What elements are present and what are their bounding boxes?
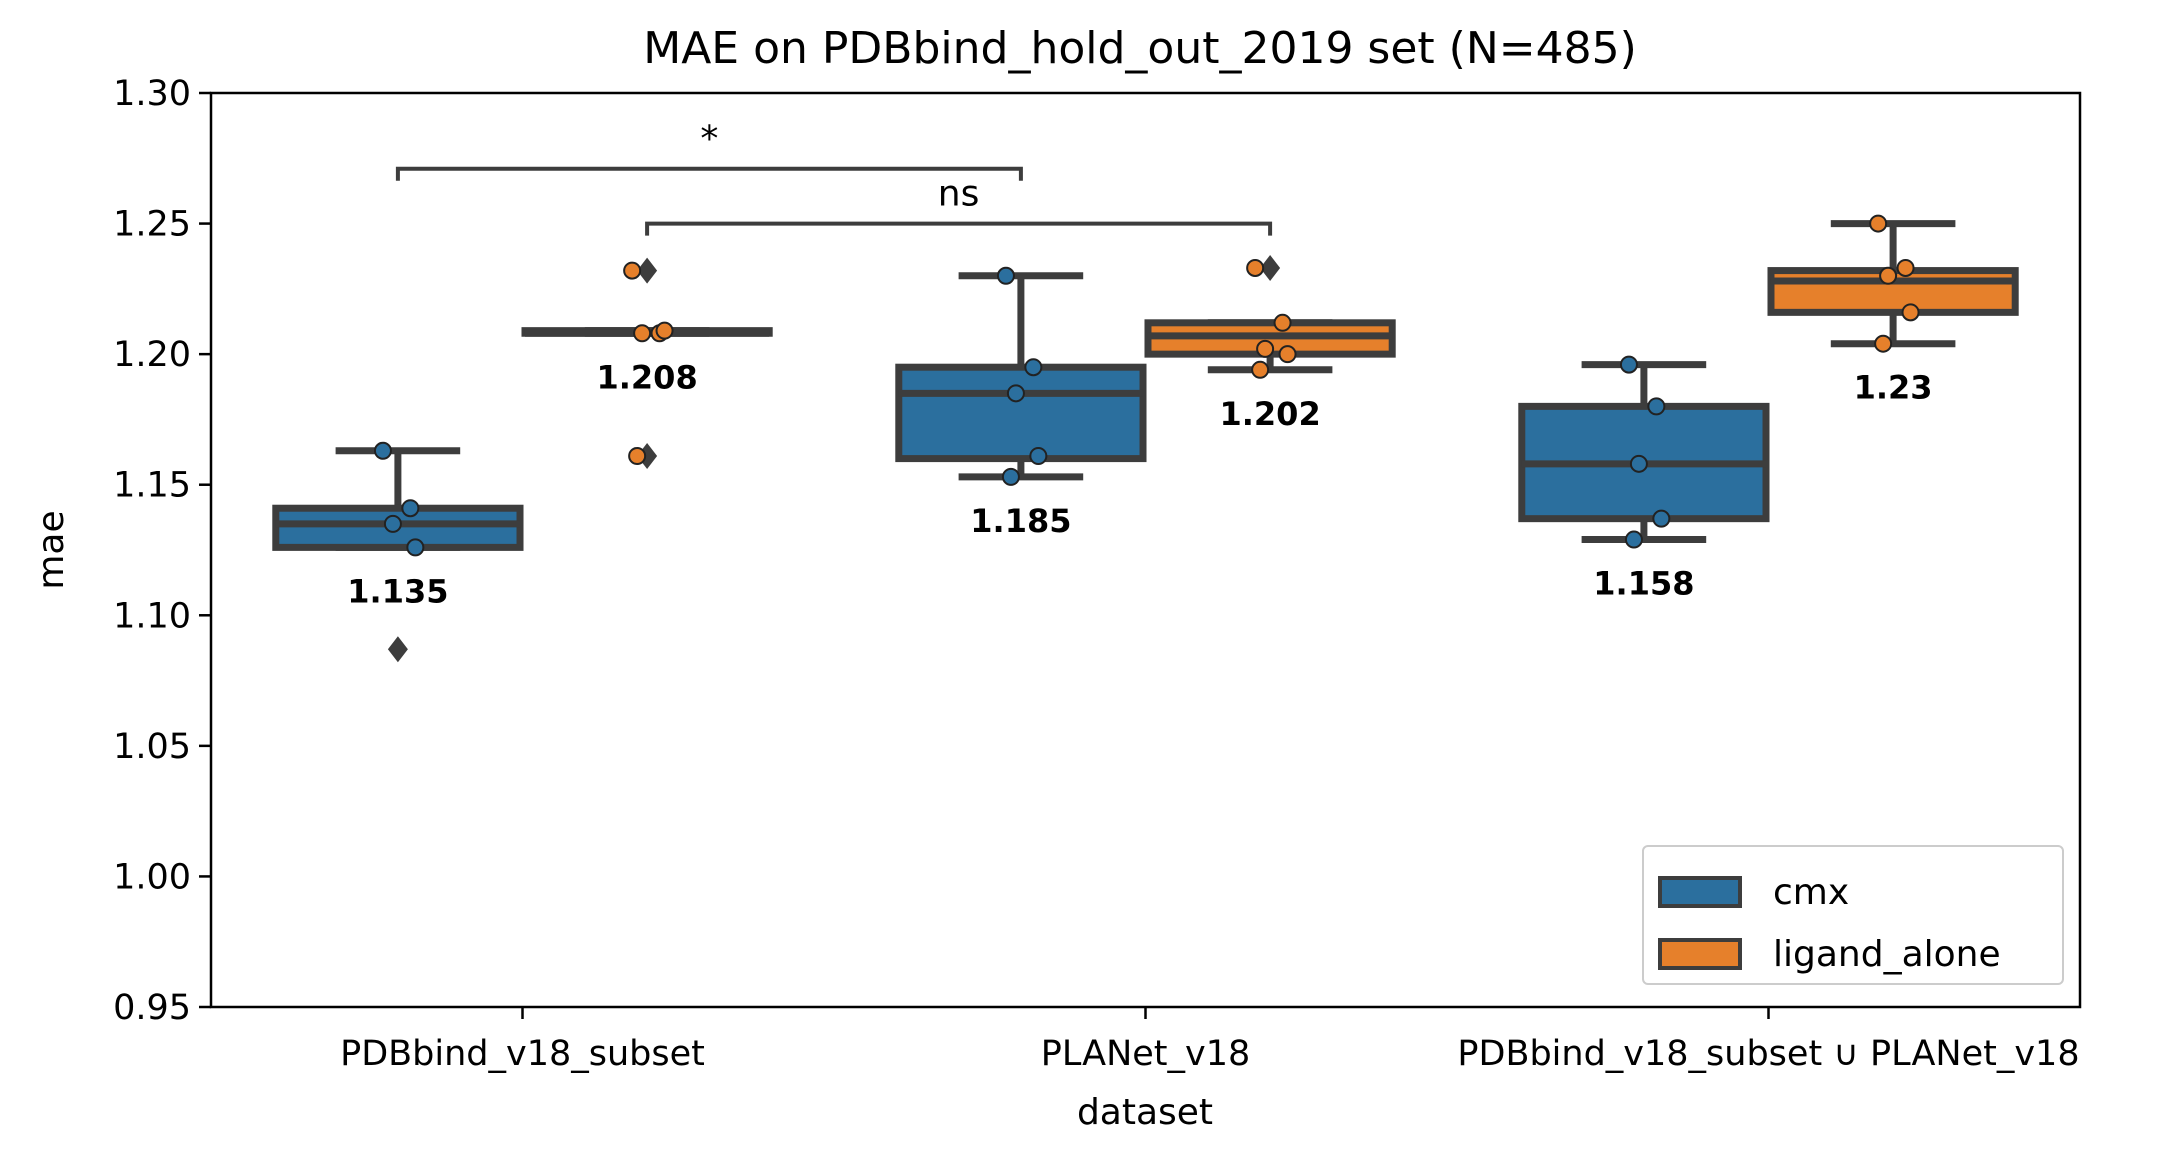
outlier-marker: [637, 257, 658, 284]
data-point: [1652, 509, 1671, 528]
x-tick-label: PDBbind_v18_subset: [340, 1034, 705, 1074]
x-tick-label: PLANet_v18: [1041, 1034, 1251, 1074]
y-tick-label: 0.95: [113, 988, 191, 1028]
median-value-label: 1.208: [596, 358, 697, 396]
y-tick-label: 1.25: [113, 205, 191, 245]
median-value-label: 1.158: [1593, 565, 1694, 603]
data-point: [1629, 454, 1648, 473]
data-point: [383, 514, 402, 533]
box-ligand_alone-1: 1.202: [1144, 254, 1396, 433]
legend-label-cmx: cmx: [1773, 872, 1849, 913]
data-point: [1896, 258, 1915, 277]
data-point: [1901, 303, 1920, 322]
legend: cmx ligand_alone: [1642, 845, 2064, 985]
significance-bracket-1: ns: [645, 174, 1273, 236]
data-point: [1001, 467, 1020, 486]
box-ligand_alone-2: 1.23: [1767, 214, 2019, 407]
y-tick-label: 1.10: [113, 596, 191, 636]
data-point: [1006, 384, 1025, 403]
data-point: [406, 538, 425, 557]
data-point: [1256, 339, 1275, 358]
median-value-label: 1.185: [970, 502, 1071, 540]
data-point: [1647, 397, 1666, 416]
outlier-marker: [1260, 254, 1281, 281]
y-axis: 0.95 1.00 1.05 1.10 1.15 1.20 1.25 1.30: [113, 74, 211, 1028]
data-point: [1029, 446, 1048, 465]
data-point: [1251, 360, 1270, 379]
bracket-line: [395, 166, 1023, 181]
y-tick-label: 1.00: [113, 857, 191, 897]
data-point: [1273, 313, 1292, 332]
outlier-marker: [387, 636, 408, 663]
legend-swatch-cmx: [1658, 876, 1742, 908]
data-point: [655, 321, 674, 340]
significance-label: ns: [938, 174, 980, 215]
data-point: [623, 261, 642, 280]
data-point: [1624, 530, 1643, 549]
y-tick-label: 1.15: [113, 466, 191, 506]
data-point: [1278, 345, 1297, 364]
significance-bracket-0: *: [395, 119, 1023, 181]
data-point: [628, 446, 647, 465]
data-point: [373, 441, 392, 460]
box-body: [895, 363, 1147, 463]
data-point: [633, 324, 652, 343]
data-point: [401, 499, 420, 518]
median-value-label: 1.23: [1854, 369, 1933, 407]
y-tick-label: 1.05: [113, 727, 191, 767]
data-point: [996, 266, 1015, 285]
data-point: [1874, 334, 1893, 353]
y-tick-label: 1.30: [113, 74, 191, 114]
bracket-line: [645, 221, 1273, 236]
data-point: [1869, 214, 1888, 233]
median-value-label: 1.202: [1219, 395, 1320, 433]
box-cmx-2: 1.158: [1518, 355, 1770, 603]
legend-label-ligand_alone: ligand_alone: [1773, 934, 2001, 975]
median-value-label: 1.135: [347, 572, 448, 610]
data-point: [1879, 266, 1898, 285]
significance-label: *: [700, 119, 718, 160]
x-tick-label: PDBbind_v18_subset ∪ PLANet_v18: [1457, 1034, 2079, 1074]
significance-brackets: * ns: [395, 119, 1273, 236]
y-axis-label: mae: [31, 510, 72, 589]
y-tick-label: 1.20: [113, 335, 191, 375]
box-ligand_alone-0: 1.208: [521, 257, 773, 469]
data-point: [1246, 258, 1265, 277]
box-cmx-0: 1.135: [272, 441, 524, 663]
chart-title: MAE on PDBbind_hold_out_2019 set (N=485): [643, 23, 1637, 74]
legend-frame: [1642, 845, 2064, 985]
x-axis: PDBbind_v18_subset PLANet_v18 PDBbind_v18_…: [340, 1007, 2080, 1074]
data-point: [1619, 355, 1638, 374]
data-point: [1024, 358, 1043, 377]
box-cmx-1: 1.185: [895, 266, 1147, 540]
legend-swatch-ligand_alone: [1658, 938, 1742, 970]
x-axis-label: dataset: [1077, 1092, 1213, 1133]
box-groups: 1.135 1.185 1.158 1.208 1.202 1.23: [272, 214, 2019, 663]
